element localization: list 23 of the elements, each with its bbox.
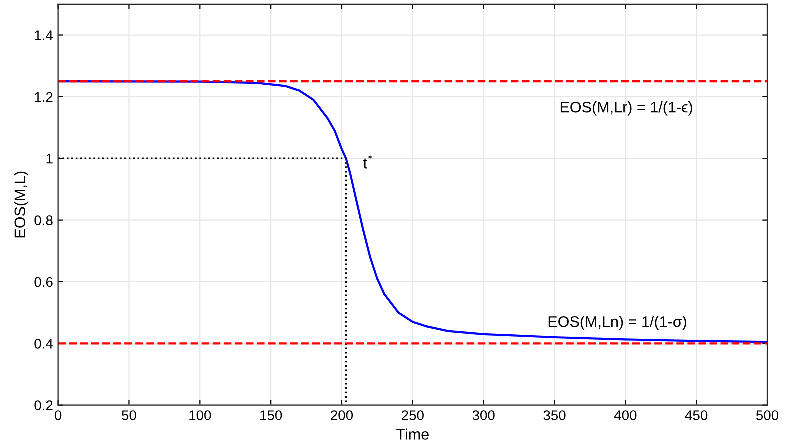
y-tick-label: 0.4 bbox=[34, 339, 54, 349]
y-tick-label: 0.8 bbox=[34, 216, 53, 226]
x-tick-label: 250 bbox=[402, 410, 424, 420]
y-tick-label: 1.4 bbox=[35, 30, 54, 40]
x-tick-label: 350 bbox=[544, 410, 566, 420]
y-tick-label: 1 bbox=[46, 154, 53, 164]
x-tick-label: 500 bbox=[756, 410, 779, 420]
annotation: EOS(M,Lr) = 1/(1-ϵ) bbox=[560, 102, 692, 116]
x-tick-label: 0 bbox=[54, 410, 62, 420]
y-axis-title: EOS(M,L) bbox=[14, 172, 29, 238]
y-tick-label: 0.2 bbox=[34, 400, 53, 411]
x-tick-label: 400 bbox=[614, 410, 637, 420]
x-tick-label: 50 bbox=[122, 410, 136, 420]
x-axis-title: Time bbox=[396, 428, 429, 440]
x-tick-label: 100 bbox=[190, 410, 212, 420]
y-tick-label: 0.6 bbox=[34, 277, 53, 288]
annotation: t$^{*}$ bbox=[364, 154, 373, 169]
annotation: EOS(M,Ln) = 1/(1-σ) bbox=[548, 316, 686, 330]
x-tick-label: 200 bbox=[331, 410, 354, 420]
x-tick-label: 300 bbox=[472, 410, 495, 420]
x-tick-label: 450 bbox=[685, 410, 708, 420]
y-tick-label: 1.2 bbox=[35, 92, 53, 102]
x-tick-label: 150 bbox=[260, 410, 282, 420]
